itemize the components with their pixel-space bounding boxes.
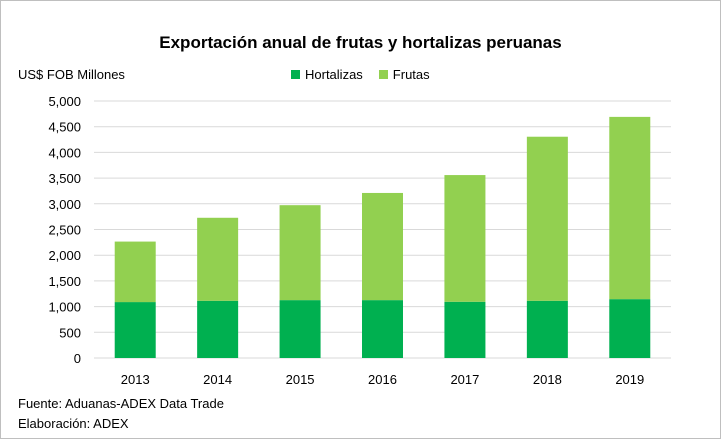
legend-item-hortalizas: Hortalizas — [291, 67, 363, 82]
legend-swatch — [291, 70, 300, 79]
y-tick-label: 5,000 — [48, 94, 81, 109]
chart-title: Exportación anual de frutas y hortalizas… — [159, 33, 562, 52]
bar-frutas-2013 — [114, 241, 156, 303]
y-tick-label: 3,500 — [48, 171, 81, 186]
y-axis-label: US$ FOB Millones — [18, 67, 125, 82]
x-tick-label: 2014 — [203, 372, 232, 387]
bar-hortalizas-2018 — [526, 300, 568, 358]
bar-hortalizas-2016 — [362, 300, 403, 358]
legend: Hortalizas Frutas — [291, 67, 430, 82]
x-tick-label: 2017 — [450, 372, 479, 387]
source-note: Fuente: Aduanas-ADEX Data Trade — [18, 396, 224, 411]
bar-frutas-2016 — [362, 192, 403, 301]
bar-hortalizas-2014 — [197, 300, 239, 358]
bar-hortalizas-2015 — [279, 300, 321, 358]
y-tick-label: 1,500 — [48, 274, 81, 289]
bar-hortalizas-2017 — [444, 301, 486, 358]
bar-frutas-2015 — [279, 205, 321, 301]
y-tick-label: 2,000 — [48, 248, 81, 263]
y-tick-label: 2,500 — [48, 223, 81, 238]
bar-hortalizas-2013 — [114, 302, 156, 358]
y-tick-label: 500 — [59, 325, 81, 340]
x-tick-label: 2015 — [286, 372, 315, 387]
legend-label: Hortalizas — [305, 67, 363, 82]
y-tick-label: 1,000 — [48, 300, 81, 315]
x-tick-label: 2019 — [615, 372, 644, 387]
x-tick-label: 2013 — [121, 372, 150, 387]
bar-frutas-2019 — [609, 116, 651, 300]
y-tick-label: 4,500 — [48, 120, 81, 135]
legend-label: Frutas — [392, 67, 430, 82]
bar-frutas-2018 — [526, 136, 568, 301]
y-tick-label: 4,000 — [48, 145, 81, 160]
bar-frutas-2017 — [444, 175, 486, 302]
x-tick-label: 2016 — [368, 372, 397, 387]
bar-frutas-2014 — [197, 217, 239, 301]
y-tick-label: 3,000 — [48, 197, 81, 212]
bar-hortalizas-2019 — [609, 299, 651, 358]
legend-swatch — [378, 70, 388, 79]
y-tick-label: 0 — [74, 351, 81, 366]
legend-item-frutas: Frutas — [378, 67, 430, 82]
elaboration-note: Elaboración: ADEX — [18, 416, 129, 431]
x-tick-label: 2018 — [533, 372, 562, 387]
